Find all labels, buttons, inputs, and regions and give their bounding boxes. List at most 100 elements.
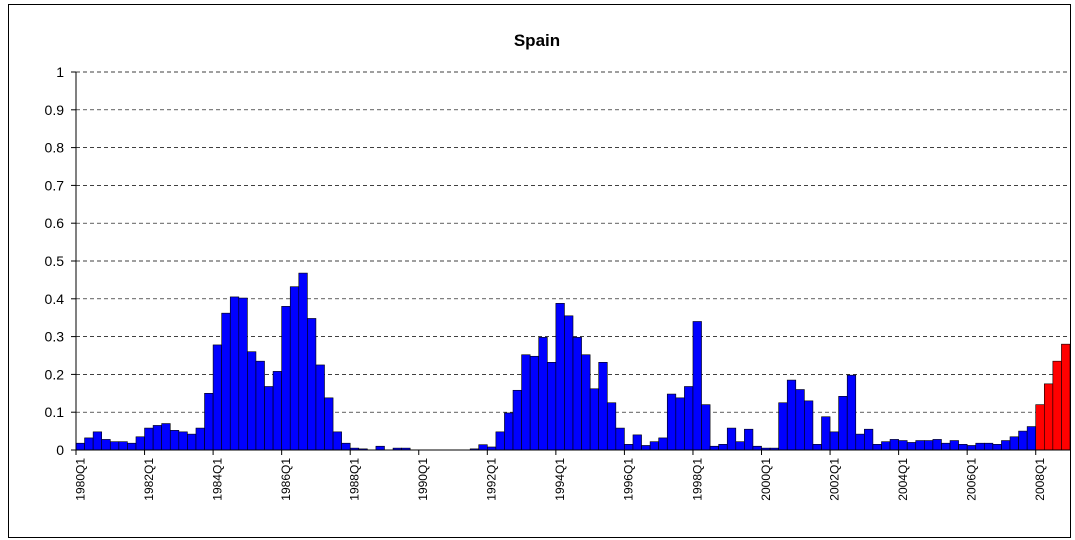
bar bbox=[101, 439, 111, 451]
bar bbox=[735, 441, 745, 451]
bar bbox=[624, 444, 634, 451]
bar bbox=[375, 445, 385, 451]
bar bbox=[606, 402, 617, 451]
bar bbox=[589, 388, 600, 451]
x-tick-label: 1990Q1 bbox=[416, 458, 430, 501]
bar bbox=[495, 431, 505, 451]
bar bbox=[161, 423, 171, 451]
bar bbox=[512, 389, 522, 451]
x-tick-label: 1992Q1 bbox=[485, 458, 499, 501]
bar bbox=[658, 437, 668, 451]
bar bbox=[598, 362, 608, 451]
y-tick-label: 0.4 bbox=[45, 291, 65, 307]
bar bbox=[187, 433, 197, 451]
bar bbox=[864, 428, 874, 451]
y-tick-label: 0.2 bbox=[45, 366, 65, 382]
bar bbox=[127, 442, 137, 451]
bar bbox=[718, 444, 728, 451]
x-tick-label: 2006Q1 bbox=[964, 458, 978, 501]
bar bbox=[752, 445, 762, 451]
bar bbox=[804, 400, 814, 451]
bar bbox=[632, 434, 642, 451]
bar bbox=[709, 445, 719, 451]
bar bbox=[1035, 404, 1045, 451]
bar bbox=[144, 427, 154, 451]
bar bbox=[572, 337, 582, 451]
bar bbox=[966, 445, 977, 451]
x-tick-label: 1994Q1 bbox=[553, 458, 567, 501]
bar bbox=[615, 427, 625, 451]
bar bbox=[289, 286, 300, 451]
bar bbox=[984, 442, 994, 451]
chart-border bbox=[8, 4, 1071, 538]
bar bbox=[881, 441, 891, 451]
bar bbox=[564, 315, 574, 451]
y-tick-label: 0.6 bbox=[45, 215, 65, 231]
x-tick-label: 1982Q1 bbox=[142, 458, 156, 501]
bar bbox=[521, 354, 531, 451]
chart-title: Spain bbox=[514, 31, 560, 50]
x-tick-label: 1986Q1 bbox=[279, 458, 293, 501]
bar bbox=[692, 321, 702, 451]
bar bbox=[949, 440, 959, 451]
bar bbox=[75, 442, 85, 451]
y-tick-label: 1 bbox=[56, 64, 64, 80]
bar bbox=[229, 296, 240, 451]
bar bbox=[821, 416, 831, 451]
bar bbox=[906, 442, 917, 451]
y-tick-label: 0.7 bbox=[45, 177, 65, 193]
bar bbox=[307, 318, 317, 451]
bar bbox=[778, 402, 788, 451]
x-tick-label: 1988Q1 bbox=[347, 458, 361, 501]
bar bbox=[932, 439, 942, 451]
bar bbox=[812, 444, 822, 451]
bar bbox=[152, 425, 162, 451]
bar bbox=[1009, 436, 1019, 451]
bar bbox=[478, 444, 488, 451]
y-tick-label: 0.8 bbox=[45, 140, 65, 156]
bar bbox=[212, 344, 222, 451]
bar bbox=[238, 297, 248, 451]
bar bbox=[264, 386, 274, 451]
bar bbox=[795, 389, 805, 451]
bar bbox=[255, 360, 265, 451]
bar bbox=[941, 442, 951, 451]
x-tick-label: 2002Q1 bbox=[827, 458, 841, 501]
bar bbox=[169, 430, 180, 451]
x-tick-label: 2000Q1 bbox=[759, 458, 773, 501]
bar bbox=[1061, 343, 1071, 451]
x-tick-label: 1980Q1 bbox=[73, 458, 87, 501]
bar bbox=[1052, 360, 1062, 451]
bar bbox=[204, 392, 214, 451]
bar bbox=[315, 364, 325, 451]
bar bbox=[178, 431, 188, 451]
bar bbox=[581, 354, 591, 451]
bar bbox=[1018, 430, 1028, 451]
bar bbox=[701, 404, 711, 451]
bar bbox=[889, 439, 899, 451]
bar bbox=[786, 379, 797, 451]
bar bbox=[529, 355, 540, 451]
bar bbox=[829, 431, 839, 451]
x-tick-label: 2008Q1 bbox=[1033, 458, 1047, 501]
x-tick-label: 2004Q1 bbox=[896, 458, 910, 501]
bar bbox=[666, 393, 677, 451]
bar bbox=[744, 428, 754, 451]
y-tick-label: 0 bbox=[56, 442, 64, 458]
bar bbox=[281, 306, 291, 451]
bar bbox=[135, 436, 145, 451]
bar bbox=[915, 440, 925, 451]
bar bbox=[324, 397, 334, 451]
bar bbox=[1043, 383, 1054, 451]
bar bbox=[538, 337, 548, 451]
bar bbox=[1001, 440, 1011, 451]
bar bbox=[924, 440, 934, 451]
bar bbox=[546, 362, 557, 451]
bar bbox=[992, 444, 1002, 451]
bar bbox=[975, 442, 985, 451]
x-tick-label: 1996Q1 bbox=[622, 458, 636, 501]
y-tick-label: 0.9 bbox=[45, 102, 65, 118]
bar bbox=[332, 431, 342, 451]
bar bbox=[341, 442, 351, 451]
